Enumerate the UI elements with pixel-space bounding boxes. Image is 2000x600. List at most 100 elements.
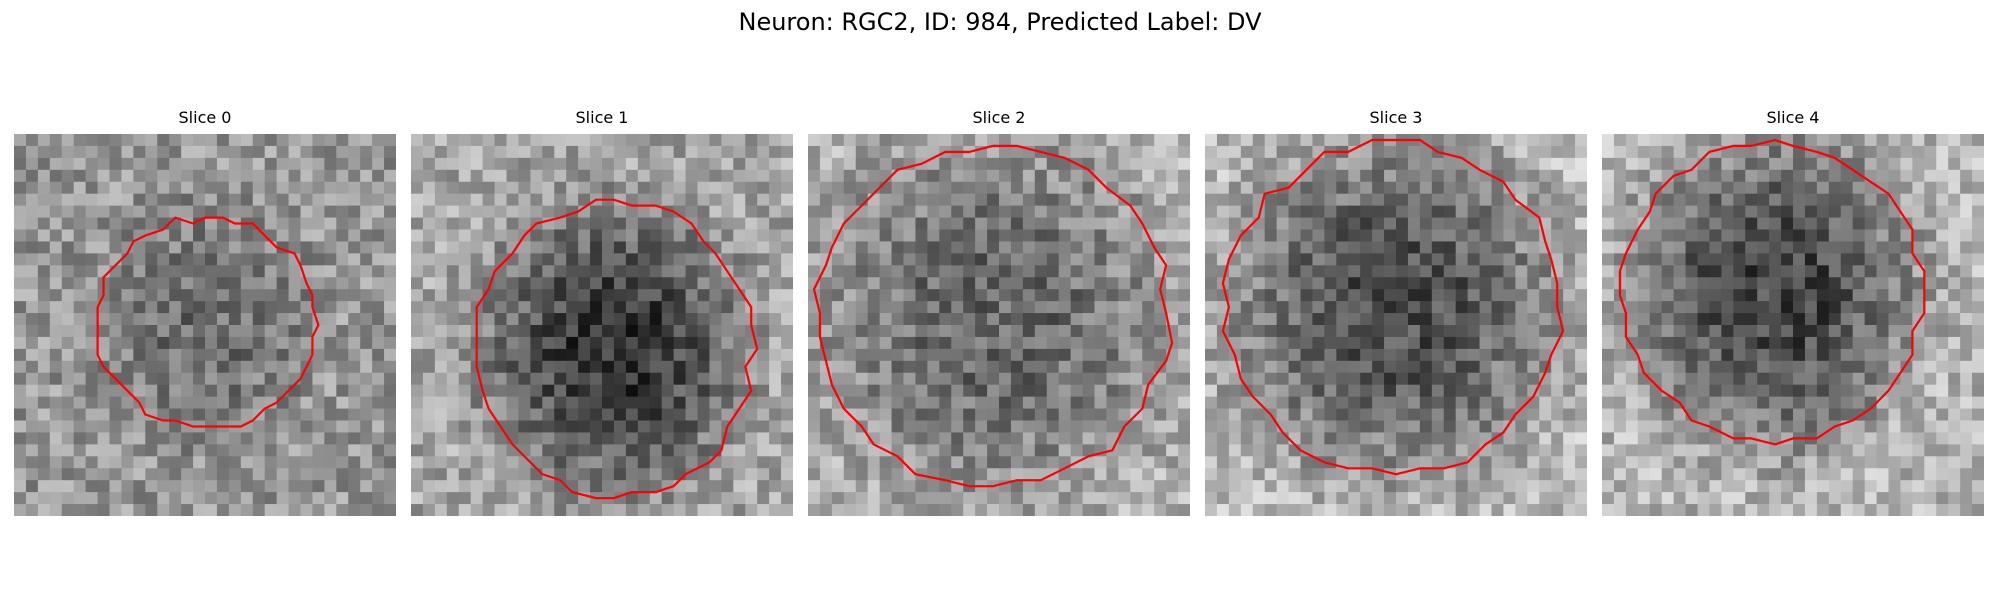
pixel bbox=[181, 301, 194, 314]
pixel bbox=[650, 134, 663, 147]
pixel bbox=[1551, 421, 1564, 434]
pixel bbox=[1083, 253, 1096, 266]
pixel bbox=[1253, 277, 1266, 290]
pixel bbox=[1408, 385, 1421, 398]
pixel bbox=[1444, 337, 1457, 350]
pixel bbox=[1047, 361, 1060, 374]
pixel bbox=[1047, 170, 1060, 183]
pixel bbox=[904, 468, 917, 481]
pixel bbox=[1924, 313, 1937, 326]
pixel bbox=[626, 468, 639, 481]
pixel bbox=[1527, 432, 1540, 445]
pixel bbox=[1769, 194, 1782, 207]
pixel bbox=[1662, 337, 1675, 350]
pixel bbox=[1324, 313, 1337, 326]
pixel bbox=[110, 480, 123, 493]
pixel bbox=[1575, 277, 1587, 290]
pixel bbox=[483, 421, 496, 434]
pixel bbox=[157, 170, 170, 183]
pixel bbox=[1095, 456, 1108, 469]
pixel bbox=[892, 301, 905, 314]
pixel bbox=[1805, 313, 1818, 326]
pixel bbox=[590, 265, 603, 278]
pixel bbox=[1638, 194, 1651, 207]
slice-title: Slice 2 bbox=[808, 108, 1190, 127]
pixel bbox=[411, 337, 424, 350]
pixel bbox=[86, 301, 99, 314]
pixel bbox=[733, 504, 746, 516]
pixel bbox=[1503, 432, 1516, 445]
pixel bbox=[348, 397, 361, 410]
pixel bbox=[915, 432, 928, 445]
pixel bbox=[1575, 218, 1587, 231]
pixel bbox=[650, 456, 663, 469]
pixel bbox=[868, 313, 881, 326]
pixel bbox=[769, 301, 782, 314]
pixel bbox=[110, 146, 123, 159]
pixel bbox=[1059, 397, 1072, 410]
pixel bbox=[602, 468, 615, 481]
pixel bbox=[1841, 361, 1854, 374]
pixel bbox=[312, 265, 325, 278]
pixel bbox=[1527, 421, 1540, 434]
pixel bbox=[1853, 194, 1866, 207]
pixel bbox=[820, 206, 833, 219]
pixel bbox=[1011, 492, 1024, 505]
pixel bbox=[530, 194, 543, 207]
pixel bbox=[241, 182, 254, 195]
pixel bbox=[638, 409, 651, 422]
pixel bbox=[507, 421, 520, 434]
pixel bbox=[1205, 456, 1218, 469]
pixel bbox=[1324, 385, 1337, 398]
pixel bbox=[1829, 277, 1842, 290]
pixel bbox=[423, 325, 436, 338]
pixel bbox=[1095, 253, 1108, 266]
pixel bbox=[1035, 373, 1048, 386]
pixel bbox=[602, 373, 615, 386]
pixel bbox=[1662, 444, 1675, 457]
pixel bbox=[336, 504, 349, 516]
pixel bbox=[1253, 361, 1266, 374]
pixel bbox=[38, 325, 51, 338]
pixel bbox=[698, 385, 711, 398]
pixel bbox=[1071, 397, 1084, 410]
pixel bbox=[110, 397, 123, 410]
pixel bbox=[757, 468, 770, 481]
pixel bbox=[336, 182, 349, 195]
pixel bbox=[217, 432, 230, 445]
pixel bbox=[832, 146, 845, 159]
pixel bbox=[868, 325, 881, 338]
pixel bbox=[121, 146, 134, 159]
pixel bbox=[626, 265, 639, 278]
pixel bbox=[169, 158, 182, 171]
pixel bbox=[229, 313, 242, 326]
pixel bbox=[1324, 265, 1337, 278]
pixel bbox=[1563, 146, 1576, 159]
pixel bbox=[1229, 206, 1242, 219]
pixel bbox=[1865, 444, 1878, 457]
pixel bbox=[110, 206, 123, 219]
pixel bbox=[880, 206, 893, 219]
pixel bbox=[1229, 134, 1242, 147]
pixel bbox=[1336, 241, 1349, 254]
pixel bbox=[1289, 194, 1302, 207]
pixel bbox=[1289, 230, 1302, 243]
pixel bbox=[336, 194, 349, 207]
pixel bbox=[975, 337, 988, 350]
pixel bbox=[110, 158, 123, 171]
pixel bbox=[820, 409, 833, 422]
pixel bbox=[904, 230, 917, 243]
pixel bbox=[1312, 409, 1325, 422]
pixel bbox=[1289, 361, 1302, 374]
pixel bbox=[1805, 409, 1818, 422]
pixel bbox=[868, 409, 881, 422]
pixel bbox=[181, 337, 194, 350]
pixel bbox=[721, 313, 734, 326]
pixel bbox=[1936, 289, 1949, 302]
pixel bbox=[1805, 253, 1818, 266]
pixel bbox=[1480, 361, 1493, 374]
pixel bbox=[733, 492, 746, 505]
pixel bbox=[1972, 289, 1984, 302]
pixel bbox=[721, 480, 734, 493]
pixel bbox=[253, 170, 266, 183]
